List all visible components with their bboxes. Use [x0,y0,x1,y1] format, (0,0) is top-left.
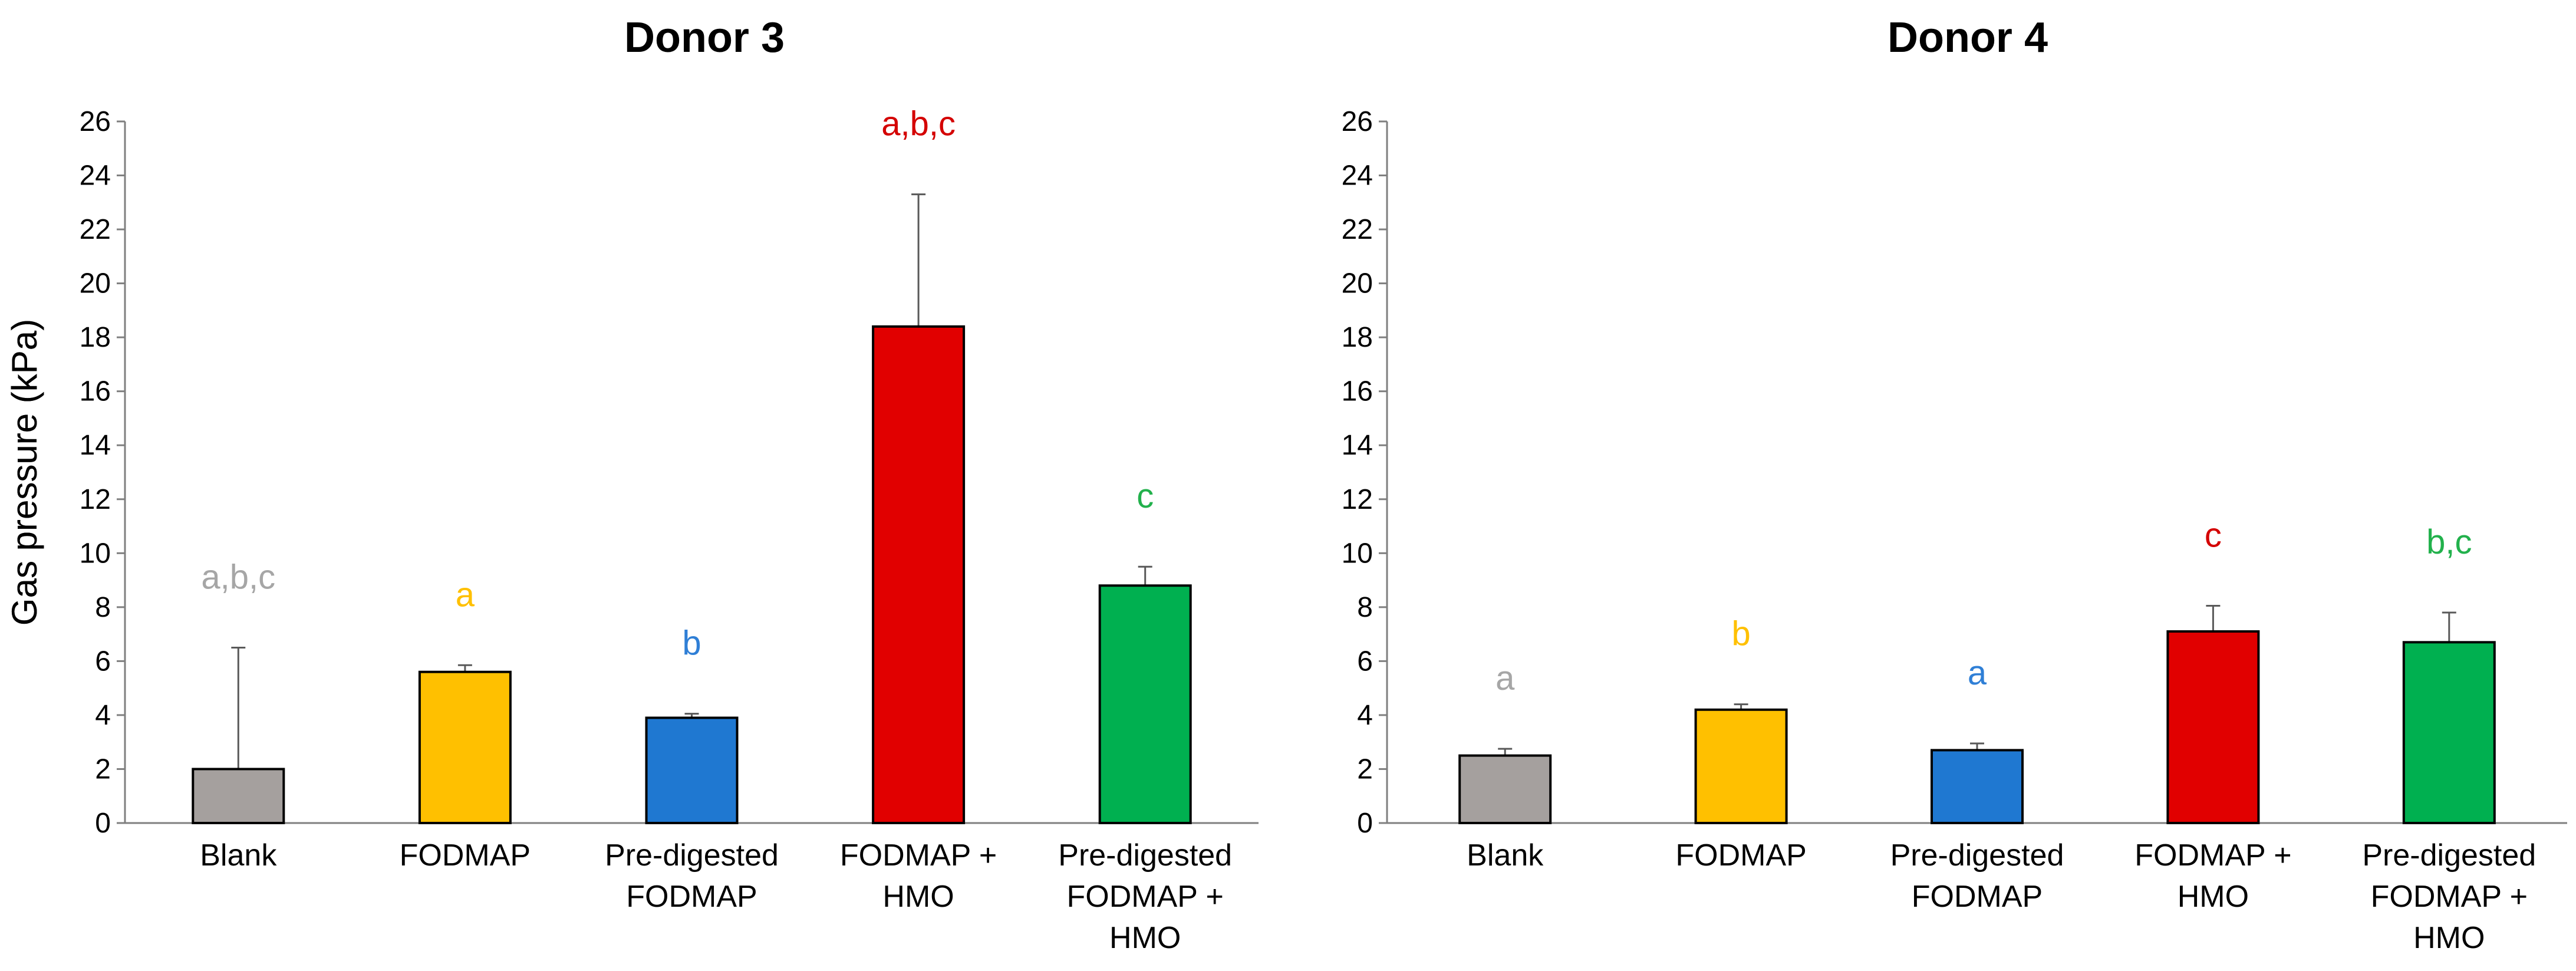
category-label-line: FODMAP [400,838,531,873]
bar [872,325,966,824]
y-tick-label: 2 [95,753,111,785]
bar [1098,584,1192,824]
category-label-line: HMO [882,880,954,914]
y-tick-label: 24 [1342,160,1373,192]
category-label: FODMAP [1675,838,1806,873]
category-label-line: FODMAP [1912,880,2043,914]
category-label-line: FODMAP [1675,838,1806,873]
y-tick-label: 26 [80,106,111,137]
significance-label: b,c [2426,523,2472,561]
y-tick-label: 0 [95,808,111,839]
bar [2402,641,2496,825]
bar [418,670,512,824]
y-tick-label: 8 [95,592,111,623]
y-tick-label: 18 [80,322,111,353]
category-label-line: HMO [2413,921,2485,955]
bar [2166,630,2260,824]
category-label: FODMAP + HMO [2134,838,2291,914]
category-label: Pre-digested FODMAP + HMO [1058,838,1232,955]
category-label-line: Pre-digested [2362,838,2536,873]
category-label-line: FODMAP + [2134,838,2291,873]
bar [1694,708,1788,825]
category-label-line: FODMAP + [840,838,997,873]
y-tick-label: 10 [1342,538,1373,569]
category-label: Pre-digested FODMAP [1890,838,2064,914]
category-label: FODMAP [400,838,531,873]
category-label-line: FODMAP + [1067,880,1224,914]
category-label-line: FODMAP + [2371,880,2528,914]
y-tick-label: 14 [1342,430,1373,461]
y-tick-label: 20 [80,268,111,299]
category-label: Blank [1467,838,1544,873]
category-label-line: Pre-digested [605,838,779,873]
y-tick-label: 22 [1342,214,1373,245]
y-tick-label: 14 [80,430,111,461]
y-tick-label: 26 [1342,106,1373,137]
y-tick-label: 2 [1357,753,1373,785]
significance-label: b [682,624,701,663]
significance-label: b [1731,615,1750,653]
y-axis-label: Gas pressure (kPa) [5,319,44,626]
bar [645,716,739,824]
chart-title: Donor 4 [1887,14,2048,61]
bar [1458,754,1552,824]
category-label: Pre-digested FODMAP + HMO [2362,838,2536,955]
significance-label: c [1137,477,1154,515]
y-tick-label: 22 [80,214,111,245]
y-tick-label: 16 [1342,376,1373,407]
significance-label: c [2205,516,2222,555]
y-tick-label: 6 [1357,646,1373,677]
y-tick-label: 4 [1357,700,1373,731]
category-label: FODMAP + HMO [840,838,997,914]
category-label-line: Blank [200,838,277,873]
category-label-line: FODMAP [626,880,757,914]
category-label: Pre-digested FODMAP [605,838,779,914]
chart-title: Donor 3 [624,14,785,61]
category-label-line: Pre-digested [1890,838,2064,873]
y-tick-label: 16 [80,376,111,407]
y-tick-label: 4 [95,700,111,731]
significance-label: a [1495,659,1515,697]
category-label-line: HMO [1109,921,1181,955]
y-tick-label: 24 [80,160,111,192]
y-tick-label: 0 [1357,808,1373,839]
category-label-line: Pre-digested [1058,838,1232,873]
significance-label: a [456,575,475,614]
significance-label: a,b,c [201,558,275,597]
significance-label: a,b,c [881,105,956,143]
y-tick-label: 10 [80,538,111,569]
y-axis-label: Gas pressure (kPa) [5,319,44,626]
bar [1931,749,2024,825]
significance-label: a [1968,654,1987,692]
y-tick-label: 18 [1342,322,1373,353]
y-tick-label: 20 [1342,268,1373,299]
category-label-line: HMO [2178,880,2249,914]
y-tick-label: 12 [80,484,111,515]
y-tick-label: 6 [95,646,111,677]
category-label-line: Blank [1467,838,1544,873]
bar [192,768,285,825]
y-tick-label: 12 [1342,484,1373,515]
category-label: Blank [200,838,277,873]
y-tick-label: 8 [1357,592,1373,623]
